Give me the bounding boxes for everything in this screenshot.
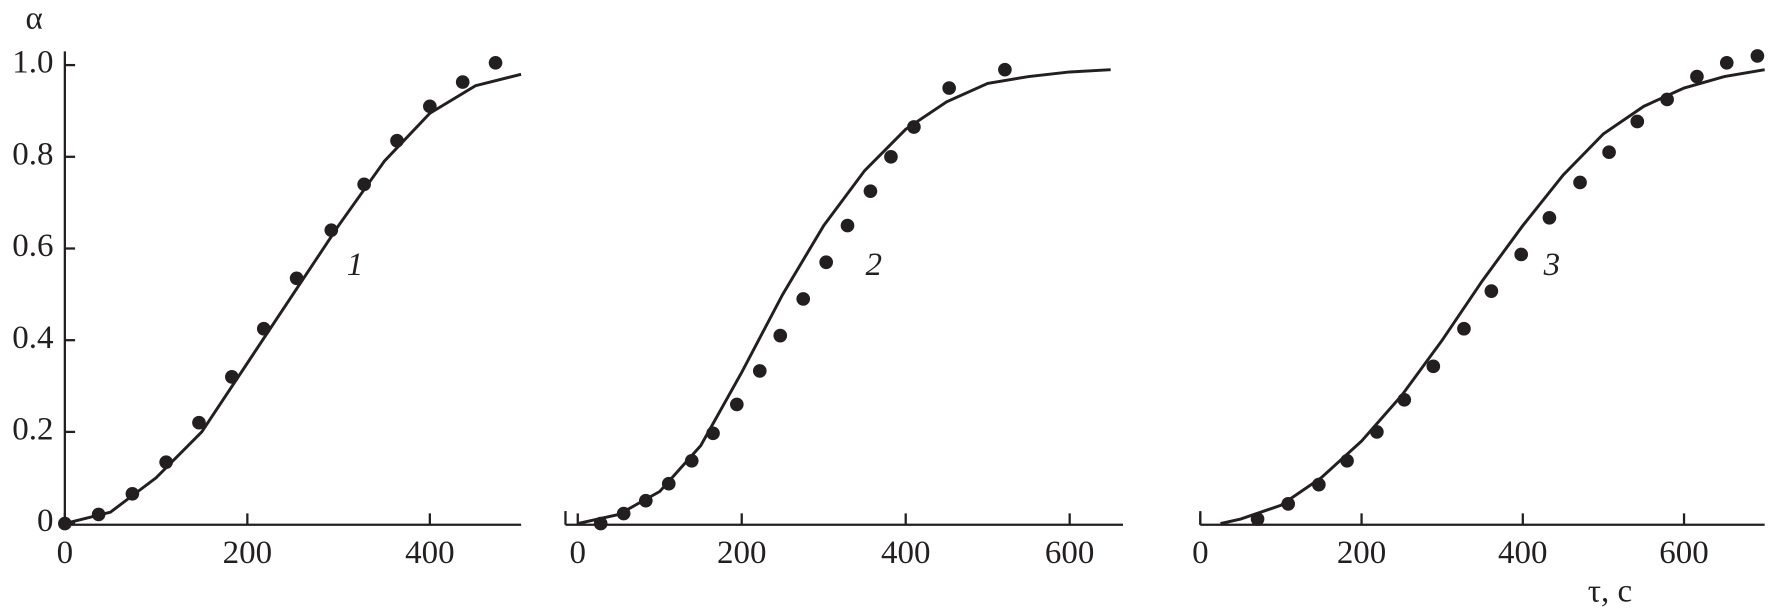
data-point <box>1457 321 1471 336</box>
data-point <box>1312 477 1326 492</box>
data-point <box>390 133 404 148</box>
data-point <box>907 120 921 134</box>
data-point <box>1281 497 1296 511</box>
data-point <box>819 255 834 270</box>
data-point <box>159 455 173 469</box>
y-tick-label: 0.4 <box>12 320 53 356</box>
data-point <box>1340 453 1354 468</box>
data-point <box>357 177 371 192</box>
data-point <box>998 62 1012 77</box>
y-tick-label: 0 <box>37 503 53 539</box>
data-point <box>942 81 956 95</box>
x-axis-label: τ, c <box>1588 574 1632 610</box>
data-point <box>423 99 437 114</box>
data-point <box>1484 284 1499 298</box>
data-point <box>1542 210 1557 225</box>
y-tick-label: 0.8 <box>12 136 53 172</box>
curve-label: 1 <box>347 247 363 283</box>
data-point <box>1630 114 1645 129</box>
data-point <box>1426 359 1441 374</box>
data-point <box>192 415 206 430</box>
curve-label: 3 <box>1543 247 1561 283</box>
x-tick-label: 400 <box>881 535 930 571</box>
data-point <box>125 486 140 501</box>
curve-label: 2 <box>866 247 883 283</box>
data-point <box>1573 175 1587 190</box>
data-point <box>289 271 304 286</box>
data-point <box>684 453 699 468</box>
data-point <box>58 516 72 531</box>
x-tick-label: 400 <box>1498 535 1547 571</box>
x-tick-label: 0 <box>570 535 587 571</box>
data-point <box>324 223 339 237</box>
data-point <box>488 55 503 70</box>
data-point <box>1514 247 1529 262</box>
data-point <box>91 507 106 522</box>
data-point <box>773 328 788 343</box>
x-tick-label: 400 <box>405 535 454 571</box>
x-tick-label: 600 <box>1045 535 1094 571</box>
data-point <box>638 493 653 508</box>
data-point <box>1602 145 1616 160</box>
data-point <box>225 370 239 384</box>
x-tick-label: 0 <box>57 535 74 571</box>
y-tick-label: 1.0 <box>12 45 53 81</box>
data-point <box>661 476 676 491</box>
x-tick-label: 200 <box>1337 535 1386 571</box>
y-axis-label: α <box>25 0 42 36</box>
data-point <box>1370 425 1384 439</box>
x-tick-label: 200 <box>717 535 766 571</box>
data-point <box>1690 69 1704 84</box>
data-point <box>706 426 720 441</box>
data-point <box>1719 55 1734 70</box>
data-point <box>593 516 608 531</box>
x-tick-label: 600 <box>1659 535 1708 571</box>
x-tick-label: 0 <box>1192 535 1209 571</box>
data-point <box>863 184 878 199</box>
data-point <box>752 364 767 378</box>
data-point <box>256 321 271 336</box>
data-point <box>1660 92 1674 107</box>
data-point <box>840 218 855 233</box>
data-point <box>1750 49 1765 63</box>
x-tick-label: 200 <box>223 535 272 571</box>
data-point <box>616 506 631 521</box>
data-point <box>455 75 470 89</box>
y-tick-label: 0.6 <box>12 228 53 264</box>
y-tick-label: 0.2 <box>12 411 53 447</box>
data-point <box>729 397 744 412</box>
data-point <box>1397 392 1412 407</box>
data-point <box>1250 512 1265 526</box>
curve <box>64 72 522 526</box>
data-point <box>884 149 898 164</box>
data-point <box>796 292 811 306</box>
curve <box>577 68 1111 526</box>
